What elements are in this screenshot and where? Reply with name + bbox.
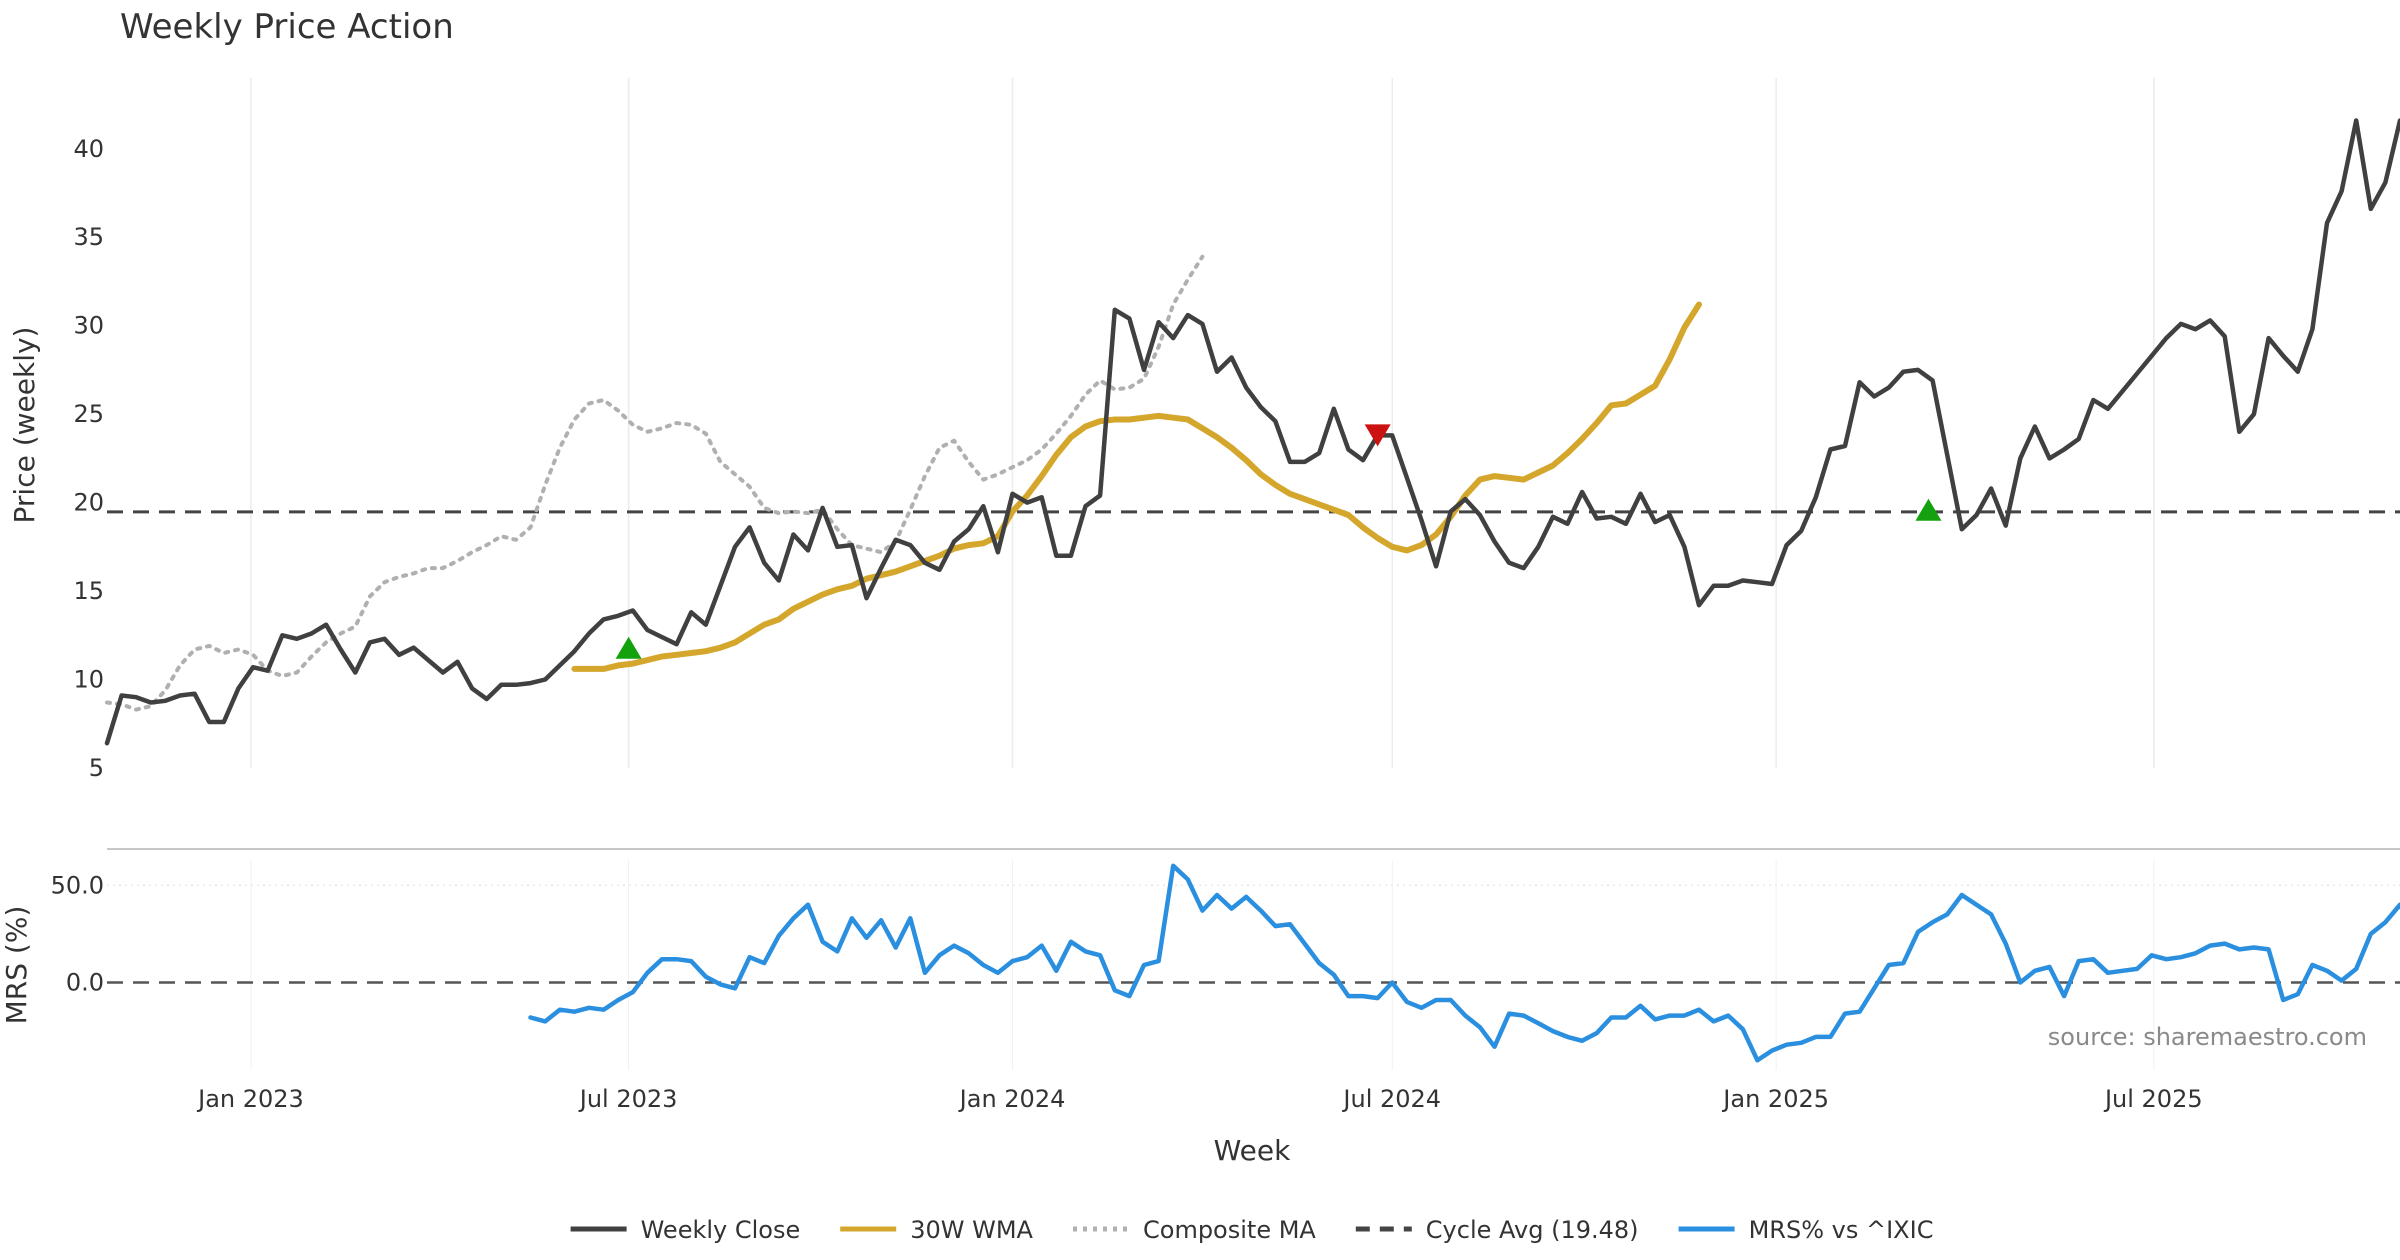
mrs-y-ticks: 50.0 0.0: [51, 871, 104, 996]
price-y-tick-3: 20: [73, 489, 104, 517]
x-axis-ticks: Jan 2023 Jul 2023 Jan 2024 Jul 2024 Jan 2025…: [196, 1085, 2203, 1113]
legend-item-4: MRS% vs ^IXIC: [1678, 1216, 1934, 1244]
legend-label-3: Cycle Avg (19.48): [1426, 1216, 1639, 1244]
series-30w-wma: [571, 301, 1702, 672]
x-tick-label-2: Jan 2024: [958, 1085, 1066, 1113]
signal-markers: [615, 424, 1942, 659]
signal-marker-triangle-up-0: [615, 636, 642, 659]
legend-label-1: 30W WMA: [910, 1216, 1033, 1244]
mrs-grid: [107, 860, 2400, 1070]
price-y-tick-0: 5: [89, 754, 104, 782]
price-y-axis-label: Price (weekly): [8, 327, 41, 524]
mrs-y-tick-1: 0.0: [66, 969, 104, 997]
x-tick-label-3: Jul 2024: [1341, 1085, 1441, 1113]
price-grid: [250, 78, 2155, 768]
price-y-tick-4: 25: [73, 400, 104, 428]
series-composite-ma: [105, 254, 1205, 712]
x-tick-label-5: Jul 2025: [2103, 1085, 2203, 1113]
x-tick-label-1: Jul 2023: [578, 1085, 678, 1113]
price-y-tick-5: 30: [73, 312, 104, 340]
legend-label-0: Weekly Close: [641, 1216, 801, 1244]
source-note: source: sharemaestro.com: [2048, 1023, 2367, 1051]
price-y-tick-1: 10: [73, 666, 104, 694]
price-y-tick-7: 40: [73, 135, 104, 163]
mrs-y-tick-0: 50.0: [51, 871, 104, 899]
legend-item-1: 30W WMA: [840, 1216, 1034, 1244]
price-y-tick-2: 15: [73, 577, 104, 605]
legend: Weekly Close 30W WMA Composite MA Cycle Avg…: [570, 1216, 1934, 1244]
x-axis-label: Week: [1214, 1134, 1291, 1167]
mrs-series: [528, 863, 2400, 1063]
price-y-tick-6: 35: [73, 223, 104, 251]
legend-label-4: MRS% vs ^IXIC: [1749, 1216, 1934, 1244]
mrs-y-axis-label: MRS (%): [0, 906, 33, 1025]
legend-item-3: Cycle Avg (19.48): [1355, 1216, 1639, 1244]
price-series: [104, 118, 2400, 746]
price-y-ticks: 5 10 15 20 25 30 35 40: [73, 135, 104, 782]
signal-marker-triangle-up-2: [1915, 498, 1942, 521]
signal-marker-triangle-down-1: [1364, 424, 1391, 447]
x-tick-label-0: Jan 2023: [196, 1085, 304, 1113]
legend-item-2: Composite MA: [1073, 1216, 1316, 1244]
series-weekly-close: [104, 118, 2400, 746]
chart-title: Weekly Price Action: [120, 7, 454, 47]
series-mrs-vs-ixic: [528, 863, 2400, 1063]
legend-label-2: Composite MA: [1143, 1216, 1316, 1244]
x-tick-label-4: Jan 2025: [1721, 1085, 1829, 1113]
legend-item-0: Weekly Close: [570, 1216, 801, 1244]
